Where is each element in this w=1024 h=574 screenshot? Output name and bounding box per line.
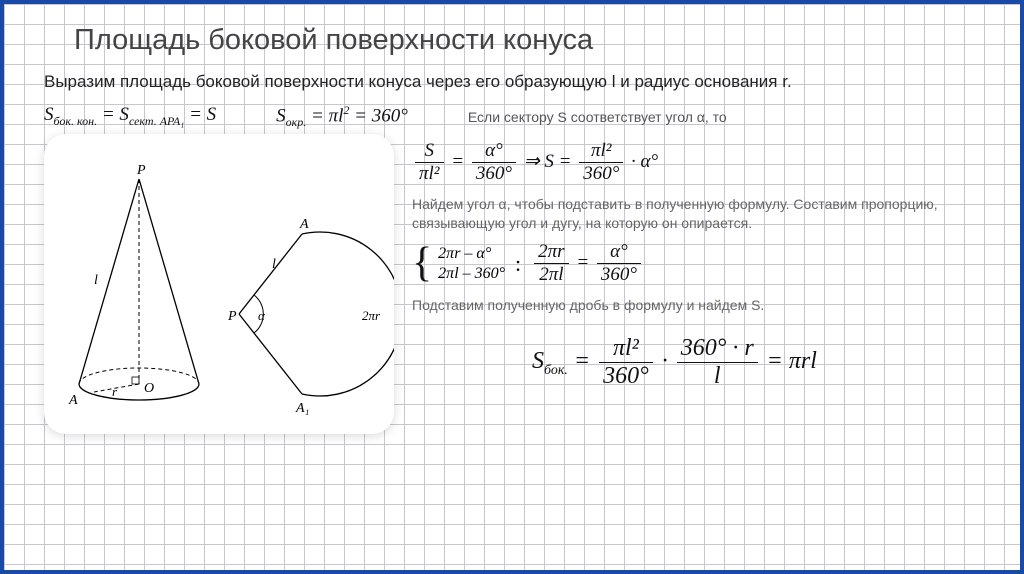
proportion-1: Sπl² = α°360° ⇒ S = πl²360° · α°	[412, 140, 980, 185]
ffn1: πl²	[599, 335, 653, 363]
f1d: 360°	[472, 163, 516, 185]
arrow-icon: ⇒	[524, 151, 540, 172]
sector-top-label: A	[299, 217, 309, 232]
final-formula: Sбок. = πl²360° · 360° · rl = πrl	[532, 348, 817, 374]
right-column: Sπl² = α°360° ⇒ S = πl²360° · α° Найдем …	[412, 134, 980, 434]
f3d: 360°	[597, 264, 641, 286]
brace-icon: {	[412, 247, 432, 281]
ffd1: 360°	[599, 363, 653, 390]
proportion-2: 2πr2πl = α°360°	[531, 241, 644, 286]
brace-block: { 2πr – α° 2πl – 360° : 2πr2πl = α°360°	[412, 241, 980, 286]
eq1-sub1: бок. кон.	[54, 114, 98, 128]
sector-group: P α A A₁ l 2πr	[227, 217, 394, 416]
brace-l2: 2πl – 360°	[438, 265, 505, 283]
f3b: 2πl	[534, 264, 568, 286]
eq2-body: πl	[329, 105, 344, 126]
intro-text: Выразим площадь боковой поверхности кону…	[44, 71, 980, 93]
diagram-card: P O A l r P α A A₁	[44, 134, 394, 434]
final-rhs: πrl	[789, 348, 817, 374]
brace-l1: 2πr – α°	[438, 245, 505, 263]
explain-2: Подставим полученную дробь в формулу и н…	[412, 296, 980, 315]
eq2-sub: окр.	[286, 115, 307, 129]
f2n: πl²	[579, 140, 623, 163]
sector-bottom-label: A₁	[295, 401, 309, 416]
equation-row-1: Sбок. кон. = Sсект. APA₁ = S Sокр. = πl2…	[44, 103, 980, 130]
final-row: Sбок. = πl²360° · 360° · rl = πrl	[412, 335, 980, 390]
content-area: Площадь боковой поверхности конуса Выраз…	[4, 4, 1020, 570]
ffd2: l	[677, 363, 758, 390]
f3a: 2πr	[534, 241, 568, 264]
page-title: Площадь боковой поверхности конуса	[74, 24, 980, 57]
eq2-deg: 360°	[372, 105, 408, 126]
final-sub: бок.	[544, 363, 568, 378]
cone-apex-label: P	[136, 163, 146, 178]
cone-group: P O A l r	[68, 163, 199, 408]
diagram-svg: P O A l r P α A A₁	[44, 134, 394, 434]
cone-slant-label: l	[94, 273, 98, 288]
brace-stack: 2πr – α° 2πl – 360°	[438, 245, 505, 283]
grid-frame: Площадь боковой поверхности конуса Выраз…	[0, 0, 1024, 574]
f1a: S	[415, 140, 444, 163]
colon-sep: :	[515, 251, 521, 277]
f1b: πl²	[415, 163, 444, 185]
equation-2: Sокр. = πl2 = 360°	[276, 103, 408, 130]
cone-radius-label: r	[112, 384, 118, 399]
eq1-sub2: сект. APA₁	[129, 114, 184, 128]
eq1-rhs: S	[207, 104, 217, 125]
cone-baseleft-label: A	[68, 393, 78, 408]
note-1: Если сектору S соответствует угол α, то	[468, 109, 727, 125]
f2d: 360°	[579, 163, 623, 185]
f3c: α°	[597, 241, 641, 264]
f1c: α°	[472, 140, 516, 163]
main-area: P O A l r P α A A₁	[44, 134, 980, 434]
eq2-exp: 2	[343, 103, 349, 117]
explain-1: Найдем угол α, чтобы подставить в получе…	[412, 195, 980, 233]
sector-arc-label: 2πr	[362, 308, 381, 323]
f2pre: S =	[544, 151, 571, 172]
equation-1: Sбок. кон. = Sсект. APA₁ = S	[44, 104, 216, 129]
cone-center-label: O	[144, 381, 154, 396]
f2post: · α°	[631, 151, 658, 172]
ffn2: 360° · r	[677, 335, 758, 363]
sector-angle-label: α	[258, 308, 266, 323]
sector-center-label: P	[227, 309, 237, 324]
sector-radius-label: l	[272, 257, 276, 272]
